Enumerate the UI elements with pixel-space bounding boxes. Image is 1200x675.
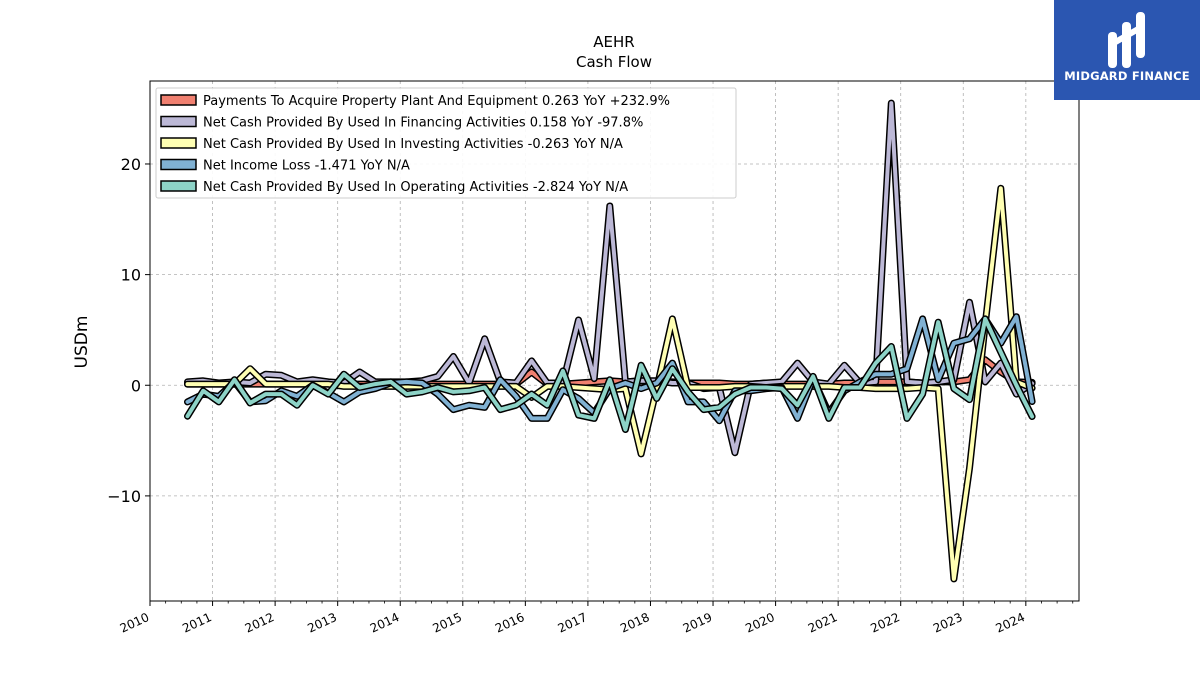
x-tick-label: 2021 [806,610,840,636]
legend-box [155,87,737,199]
x-tick-label: 2023 [931,610,965,636]
x-tick-label: 2012 [243,610,277,636]
y-tick-label: 10 [121,266,141,285]
legend-swatch [160,115,197,128]
x-tick-label: 2017 [556,610,590,636]
x-tick-label: 2018 [618,610,652,636]
x-tick-label: 2024 [993,610,1027,636]
x-tick-label: 2014 [368,610,402,636]
y-tick-label: 0 [131,376,141,395]
x-tick-label: 2020 [743,610,777,636]
x-axis: 2010 2011 2012 2013 2014 2015 2016 2017 2018 2019… [118,601,1074,636]
legend-swatch [160,180,197,192]
brand-name: MIDGARD FINANCE [1064,69,1190,83]
x-tick-label: 2016 [493,610,527,636]
y-tick-label: 20 [121,155,141,174]
legend-label: Payments To Acquire Property Plant And E… [203,94,670,109]
y-axis-label: USDm [72,316,92,369]
series-lines [184,99,1036,583]
chart-subtitle: Cash Flow [576,53,652,71]
x-tick-label: 2013 [305,610,339,636]
y-axis: −10 0 10 20 [107,155,150,506]
y-tick-label: −10 [107,487,141,506]
legend-label: Net Cash Provided By Used In Operating A… [203,180,628,195]
chart-title: AEHR [593,33,634,51]
legend-label: Net Income Loss -1.471 YoY N/A [203,159,410,174]
series-line-5 [185,316,1035,432]
legend: Payments To Acquire Property Plant And E… [155,87,737,199]
x-tick-label: 2010 [118,610,152,636]
legend-label: Net Cash Provided By Used In Investing A… [203,137,623,152]
legend-swatch [160,94,197,106]
plot-frame [149,80,1080,602]
midgard-logo-icon [1108,12,1145,68]
legend-label: Net Cash Provided By Used In Financing A… [203,116,643,131]
legend-swatch [160,158,197,171]
x-tick-label: 2019 [681,610,715,636]
x-tick-label: 2015 [430,610,464,636]
x-tick-label: 2022 [868,610,902,636]
x-tick-label: 2011 [180,610,214,636]
legend-swatch [160,137,197,149]
brand-logo: MIDGARD FINANCE [1054,0,1200,100]
